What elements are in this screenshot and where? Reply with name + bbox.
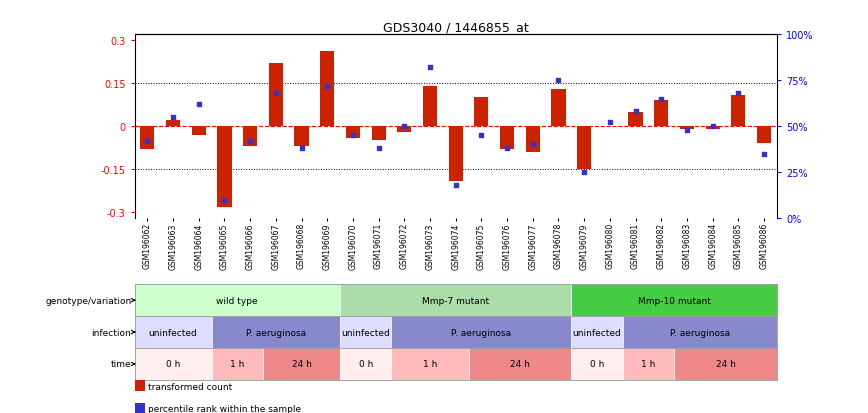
Point <box>372 145 385 152</box>
Bar <box>269 64 283 127</box>
Point <box>269 90 283 97</box>
Bar <box>294 127 309 147</box>
Bar <box>449 127 463 181</box>
Bar <box>500 127 514 150</box>
Bar <box>263 348 340 380</box>
Bar <box>391 316 571 348</box>
Bar <box>398 127 411 133</box>
Bar <box>680 127 694 130</box>
Point <box>680 127 694 134</box>
Point <box>294 145 308 152</box>
Bar <box>571 348 622 380</box>
Point <box>475 133 489 139</box>
Bar <box>474 98 489 127</box>
Bar <box>141 127 155 150</box>
Bar <box>622 348 674 380</box>
Text: infection: infection <box>92 328 131 337</box>
Bar <box>135 348 212 380</box>
Point <box>141 138 155 145</box>
Point <box>577 169 591 176</box>
Bar <box>135 316 212 348</box>
Bar <box>571 285 777 316</box>
Title: GDS3040 / 1446855_at: GDS3040 / 1446855_at <box>383 21 529 34</box>
Point <box>243 138 257 145</box>
Bar <box>757 127 771 144</box>
Point <box>398 123 411 130</box>
Point <box>526 142 540 148</box>
Point <box>628 109 642 115</box>
Text: uninfected: uninfected <box>573 328 621 337</box>
Bar <box>212 316 340 348</box>
Bar <box>571 316 622 348</box>
Point <box>551 78 565 84</box>
Point <box>732 90 746 97</box>
Text: P. aeruginosa: P. aeruginosa <box>670 328 730 337</box>
Bar <box>340 316 391 348</box>
Bar <box>135 285 340 316</box>
Text: 24 h: 24 h <box>510 360 529 368</box>
Bar <box>243 127 257 147</box>
Bar <box>526 127 540 152</box>
Point <box>320 83 334 90</box>
Point <box>192 102 206 108</box>
Text: transformed count: transformed count <box>148 382 233 391</box>
Point <box>757 151 771 158</box>
Text: uninfected: uninfected <box>148 328 197 337</box>
Point <box>346 133 360 139</box>
Point <box>166 114 180 121</box>
Point <box>654 96 668 102</box>
Bar <box>706 127 720 130</box>
Text: time: time <box>111 360 131 368</box>
Bar <box>551 90 566 127</box>
Text: genotype/variation: genotype/variation <box>45 296 131 305</box>
Bar <box>731 95 746 127</box>
Text: percentile rank within the sample: percentile rank within the sample <box>148 404 301 413</box>
Point <box>500 145 514 152</box>
Bar <box>391 348 469 380</box>
Point <box>218 197 232 204</box>
Bar <box>345 127 360 138</box>
Text: Mmp-7 mutant: Mmp-7 mutant <box>422 296 490 305</box>
Text: 1 h: 1 h <box>230 360 245 368</box>
Text: 1 h: 1 h <box>641 360 655 368</box>
Bar <box>469 348 571 380</box>
Text: 0 h: 0 h <box>590 360 604 368</box>
Text: Mmp-10 mutant: Mmp-10 mutant <box>638 296 711 305</box>
Bar <box>340 348 391 380</box>
Bar <box>577 127 591 170</box>
Text: wild type: wild type <box>216 296 258 305</box>
Point <box>706 123 720 130</box>
Point <box>423 65 437 71</box>
Bar <box>320 52 334 127</box>
Text: 0 h: 0 h <box>166 360 181 368</box>
Point <box>449 182 463 189</box>
Text: uninfected: uninfected <box>341 328 390 337</box>
Text: 24 h: 24 h <box>292 360 312 368</box>
Bar <box>212 348 263 380</box>
Text: 1 h: 1 h <box>423 360 437 368</box>
Bar <box>674 348 777 380</box>
Bar <box>192 127 206 135</box>
Bar <box>423 87 437 127</box>
Text: 24 h: 24 h <box>715 360 735 368</box>
Text: P. aeruginosa: P. aeruginosa <box>246 328 306 337</box>
Bar <box>166 121 181 127</box>
Bar <box>372 127 385 141</box>
Bar <box>654 101 668 127</box>
Bar <box>217 127 232 207</box>
Text: 0 h: 0 h <box>358 360 373 368</box>
Point <box>603 120 617 126</box>
Bar <box>628 112 642 127</box>
Bar <box>622 316 777 348</box>
Bar <box>340 285 571 316</box>
Text: P. aeruginosa: P. aeruginosa <box>451 328 511 337</box>
